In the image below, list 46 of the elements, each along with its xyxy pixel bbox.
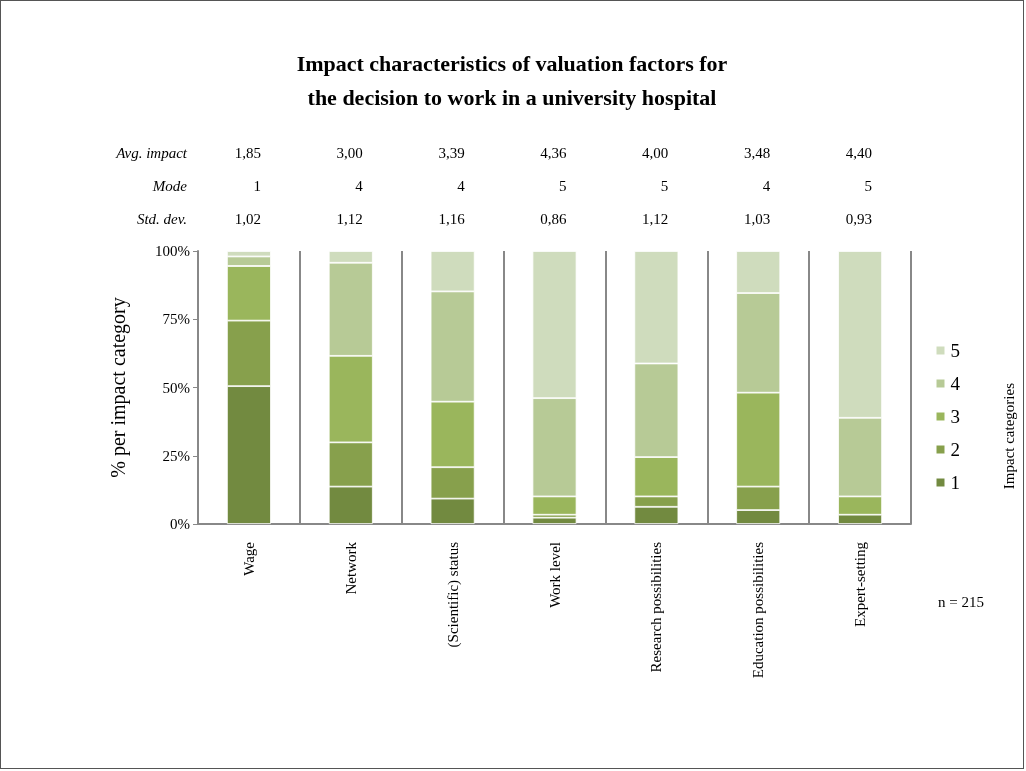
text: 1,85 xyxy=(234,145,261,161)
y-tick-label: 100% xyxy=(155,243,190,259)
text: 5 xyxy=(559,178,567,194)
x-tick-label: (Scientific) status xyxy=(444,541,462,648)
text: 1,16 xyxy=(438,211,466,227)
text: 4,00 xyxy=(642,145,669,161)
text: 1 xyxy=(253,178,261,194)
x-tick-label: Work level xyxy=(546,542,563,608)
x-tick-label: Education possibilities xyxy=(750,541,767,679)
text: 3,48 xyxy=(743,145,771,161)
text: 1,03 xyxy=(743,211,771,227)
text: 4 xyxy=(355,178,364,194)
text: 3,39 xyxy=(438,145,465,161)
text: Mode xyxy=(151,178,188,194)
text: 4,36 xyxy=(540,145,567,161)
text: Std. dev. xyxy=(136,211,187,227)
text: 0,86 xyxy=(540,211,567,227)
text: 5 xyxy=(660,178,669,194)
y-tick-label: 50% xyxy=(162,379,190,396)
x-tick-label: Research possibilities xyxy=(648,541,665,673)
y-tick-label: 25% xyxy=(162,447,190,464)
text: 4 xyxy=(762,178,771,194)
text: 4 xyxy=(457,178,466,194)
x-tick-label: Wage xyxy=(240,541,257,576)
text: 1,12 xyxy=(642,211,669,227)
y-tick-label: 0% xyxy=(170,516,190,532)
text: 1,02 xyxy=(234,211,261,227)
text: 0,93 xyxy=(845,211,873,227)
text: 3,00 xyxy=(336,145,363,161)
text: Avg. impact xyxy=(115,145,188,161)
legend-title: Impact categories xyxy=(1000,382,1017,490)
text: 1,12 xyxy=(336,211,363,227)
x-tick-label: Network xyxy=(342,541,359,595)
legend-label: 5 xyxy=(950,340,960,361)
y-axis-title: % per impact category xyxy=(107,297,130,478)
bar xyxy=(532,517,577,524)
text: 4,40 xyxy=(845,145,873,161)
x-tick-label: Expert-setting xyxy=(852,541,869,627)
legend-label: 2 xyxy=(950,439,960,460)
legend-label: 4 xyxy=(950,373,961,394)
text: 5 xyxy=(864,178,873,194)
legend-label: 3 xyxy=(950,406,960,427)
text: n = 215 xyxy=(938,594,984,610)
legend-label: 1 xyxy=(950,472,960,493)
y-tick-label: 75% xyxy=(162,311,190,328)
chart-title: Impact characteristics of valuation factors for the decision to work in a university hospital xyxy=(296,50,728,110)
